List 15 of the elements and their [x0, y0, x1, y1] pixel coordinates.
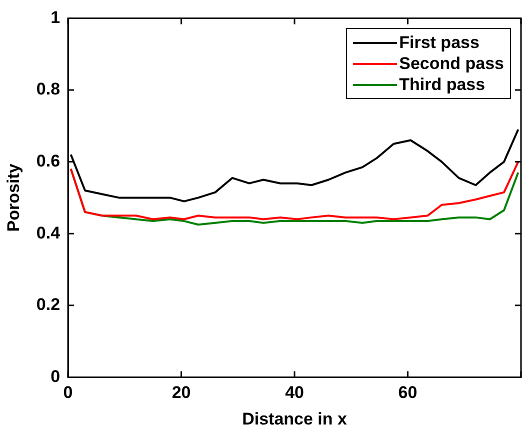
- legend-label: Second pass: [399, 53, 504, 74]
- y-axis-title: Porosity: [4, 163, 23, 232]
- x-tick-label: 60: [398, 383, 418, 402]
- y-tick-label: 0.8: [36, 80, 60, 99]
- legend-label: Third pass: [399, 74, 486, 96]
- y-tick-label: 0.4: [36, 223, 61, 242]
- x-tick-label: 0: [63, 383, 73, 402]
- x-tick-label: 20: [172, 383, 191, 402]
- y-tick-label: 1: [50, 8, 60, 27]
- y-tick-label: 0: [50, 366, 60, 386]
- x-tick-label: 40: [285, 383, 304, 402]
- y-tick-label: 0.2: [36, 295, 60, 314]
- y-tick-label: 0.6: [36, 151, 60, 170]
- x-axis-title: Distance in x: [242, 409, 348, 428]
- legend-label: First pass: [399, 32, 480, 54]
